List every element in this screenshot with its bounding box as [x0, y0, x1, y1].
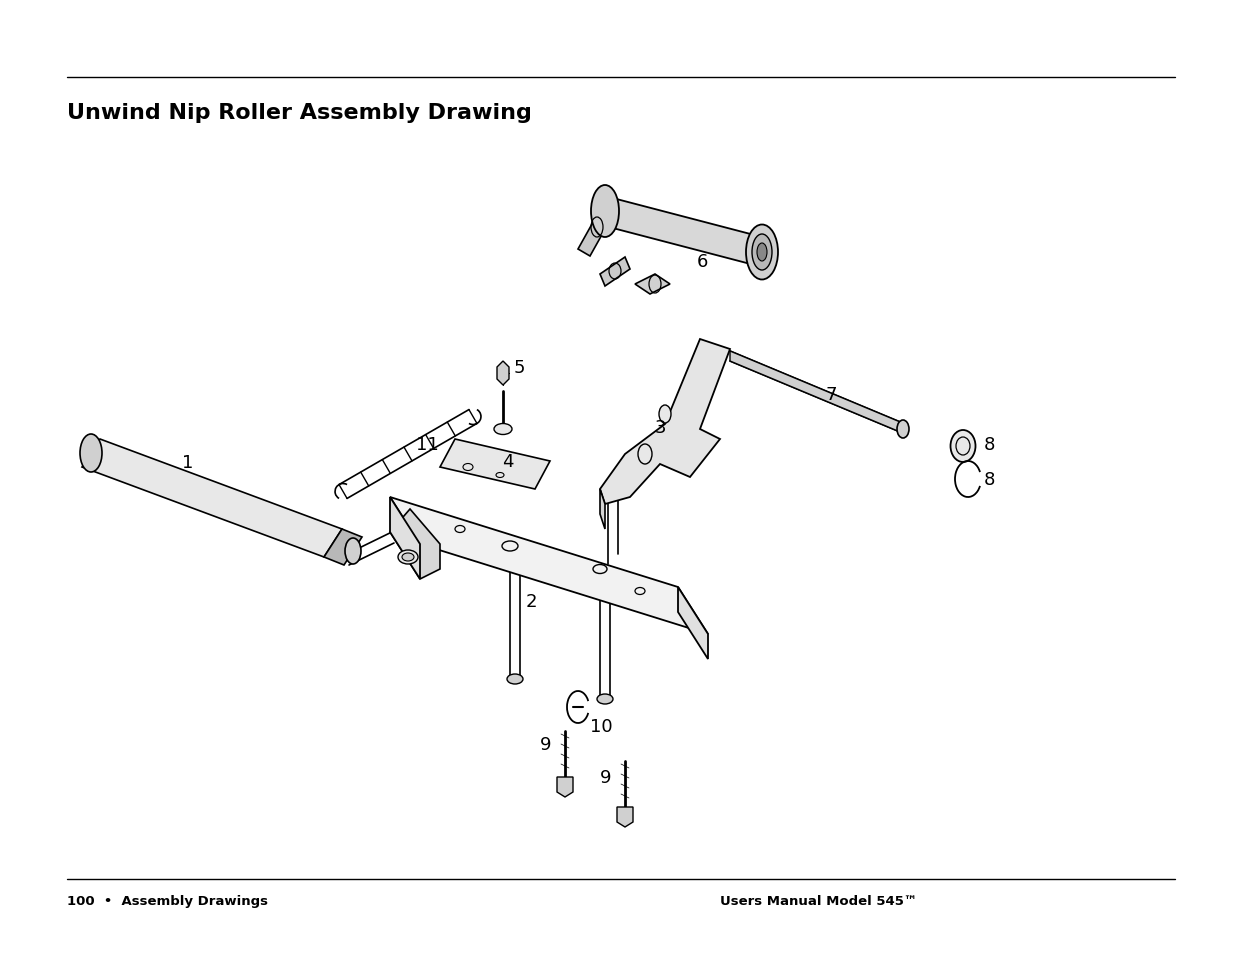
- Ellipse shape: [508, 675, 522, 684]
- Polygon shape: [324, 530, 362, 565]
- Ellipse shape: [597, 695, 613, 704]
- Text: 3: 3: [655, 418, 667, 436]
- Ellipse shape: [659, 406, 671, 423]
- Text: 4: 4: [501, 453, 514, 471]
- Text: 100  •  Assembly Drawings: 100 • Assembly Drawings: [67, 894, 268, 907]
- Ellipse shape: [897, 420, 909, 438]
- Polygon shape: [578, 200, 618, 256]
- Polygon shape: [496, 361, 509, 386]
- Polygon shape: [730, 352, 905, 435]
- Polygon shape: [390, 497, 708, 635]
- Polygon shape: [605, 196, 762, 268]
- Text: 8: 8: [984, 471, 995, 489]
- Polygon shape: [618, 807, 634, 827]
- Polygon shape: [557, 778, 573, 797]
- Text: 11: 11: [416, 436, 438, 454]
- Ellipse shape: [403, 554, 414, 561]
- Text: 6: 6: [697, 253, 709, 271]
- Text: Unwind Nip Roller Assembly Drawing: Unwind Nip Roller Assembly Drawing: [67, 103, 532, 123]
- Ellipse shape: [345, 538, 361, 564]
- Polygon shape: [635, 274, 671, 294]
- Text: 9: 9: [540, 735, 552, 753]
- Polygon shape: [390, 510, 440, 579]
- Ellipse shape: [494, 424, 513, 435]
- Text: 2: 2: [526, 593, 537, 610]
- Ellipse shape: [638, 444, 652, 464]
- Text: 8: 8: [984, 436, 995, 454]
- Ellipse shape: [592, 186, 619, 237]
- Text: 9: 9: [600, 768, 611, 786]
- Ellipse shape: [752, 234, 772, 271]
- Polygon shape: [600, 339, 730, 504]
- Polygon shape: [678, 587, 708, 659]
- Ellipse shape: [746, 225, 778, 280]
- Ellipse shape: [80, 435, 103, 473]
- Polygon shape: [600, 490, 605, 530]
- Polygon shape: [600, 257, 630, 287]
- Polygon shape: [440, 439, 550, 490]
- Ellipse shape: [951, 431, 976, 462]
- Text: 10: 10: [590, 718, 613, 735]
- Text: Users Manual Model 545™: Users Manual Model 545™: [720, 894, 918, 907]
- Polygon shape: [390, 497, 420, 579]
- Text: 7: 7: [825, 386, 836, 403]
- Text: 1: 1: [182, 454, 194, 472]
- Ellipse shape: [398, 551, 417, 564]
- Text: 5: 5: [514, 358, 526, 376]
- Polygon shape: [82, 439, 342, 558]
- Ellipse shape: [757, 244, 767, 262]
